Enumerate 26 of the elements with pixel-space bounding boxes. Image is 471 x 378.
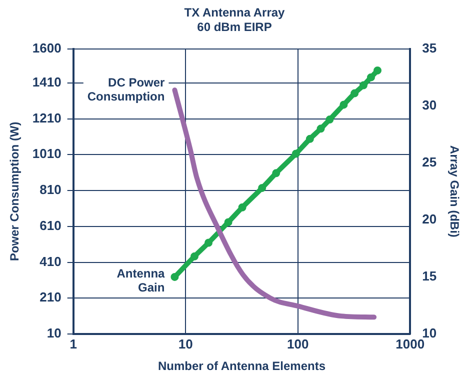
y-tick-label: 10 (46, 326, 62, 341)
x-tick-label: 10 (178, 336, 193, 352)
y-tick-label: 1410 (32, 74, 62, 90)
chart-subtitle: 60 dBm EIRP (197, 20, 272, 34)
y-tick-label: 1210 (32, 110, 62, 126)
y-tick-label: 810 (40, 182, 62, 198)
series-label: Antenna Gain (116, 266, 166, 294)
y2-tick-label: 20 (422, 212, 437, 226)
y2-axis-title: Array Gain (dBi) (447, 145, 462, 238)
y-tick-label: 1600 (32, 40, 62, 56)
y2-tick-label: 15 (422, 268, 437, 284)
y2-tick-label: 25 (422, 154, 437, 170)
x-tick-label: 1 (70, 336, 77, 352)
series-label: DC Power Consumption (87, 75, 166, 104)
y2-tick-label: 30 (422, 97, 437, 112)
y-axis-title: Power Consumption (W) (8, 122, 22, 262)
y-tick-label: 1010 (32, 146, 62, 162)
y-tick-label: 610 (40, 218, 62, 233)
y2-tick-label: 35 (422, 40, 437, 56)
chart-title: TX Antenna Array (184, 6, 286, 20)
y-tick-label: 210 (40, 290, 62, 305)
y2-tick-label: 10 (422, 326, 437, 341)
x-tick-label: 1000 (396, 336, 425, 352)
x-axis-title: Number of Antenna Elements (158, 359, 326, 374)
x-tick-label: 100 (287, 336, 309, 352)
y-tick-label: 410 (40, 254, 62, 269)
